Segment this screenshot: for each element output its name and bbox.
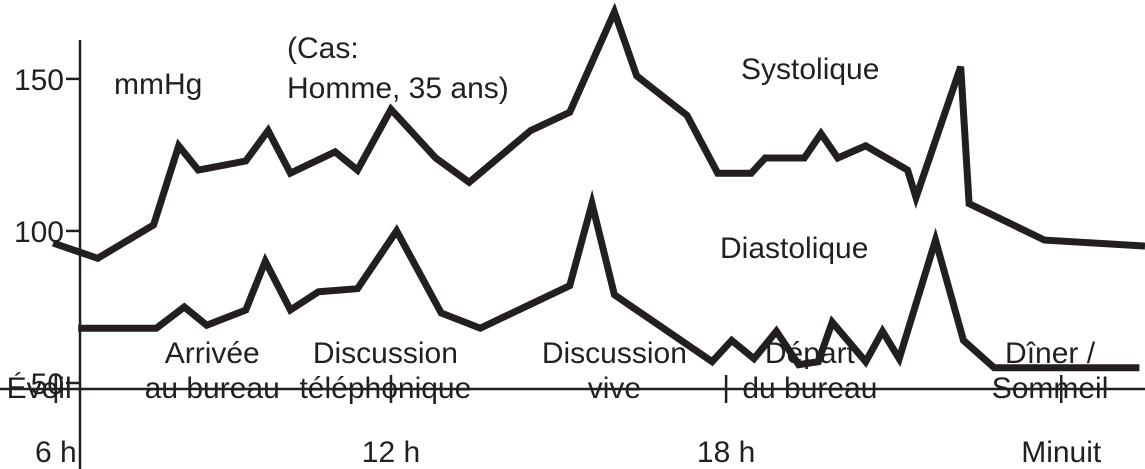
series-line-diastolique [78, 189, 1140, 372]
activity-label: Arrivée [165, 337, 260, 370]
series-label-diastolique: Diastolique [720, 232, 868, 265]
activity-label: Éveil [7, 372, 72, 405]
activity-label: du bureau [742, 372, 877, 405]
x-tick-label: Minuit [1021, 436, 1102, 469]
activity-label: Discussion [313, 337, 458, 370]
case-note-line-1: (Cas: [287, 32, 359, 65]
activity-label: au bureau [145, 372, 280, 405]
series-label-systolique: Systolique [741, 53, 879, 86]
activity-label: Départ [765, 337, 856, 370]
activity-label: Dîner / [1005, 337, 1096, 370]
series-line-systolique [51, 2, 1145, 263]
annotations: mmHg (Cas: Homme, 35 ans) Systolique Dia… [114, 32, 879, 265]
y-tick-label: 50 [31, 368, 64, 401]
x-tick-label: 12 h [362, 436, 420, 469]
unit-label: mmHg [114, 68, 202, 101]
y-tick-label: 150 [14, 64, 64, 97]
activity-label: Sommeil [992, 372, 1109, 405]
activity-label: vive [588, 372, 641, 405]
series-lines [51, 2, 1145, 372]
x-tick-label: 6 h [35, 436, 77, 469]
activity-label: téléphonique [299, 372, 471, 405]
x-ticks: 6 h 12 h 18 h Minuit [35, 375, 1102, 469]
x-tick-label: 18 h [697, 436, 755, 469]
activity-label: Discussion [542, 337, 687, 370]
case-note-line-2: Homme, 35 ans) [287, 72, 509, 105]
